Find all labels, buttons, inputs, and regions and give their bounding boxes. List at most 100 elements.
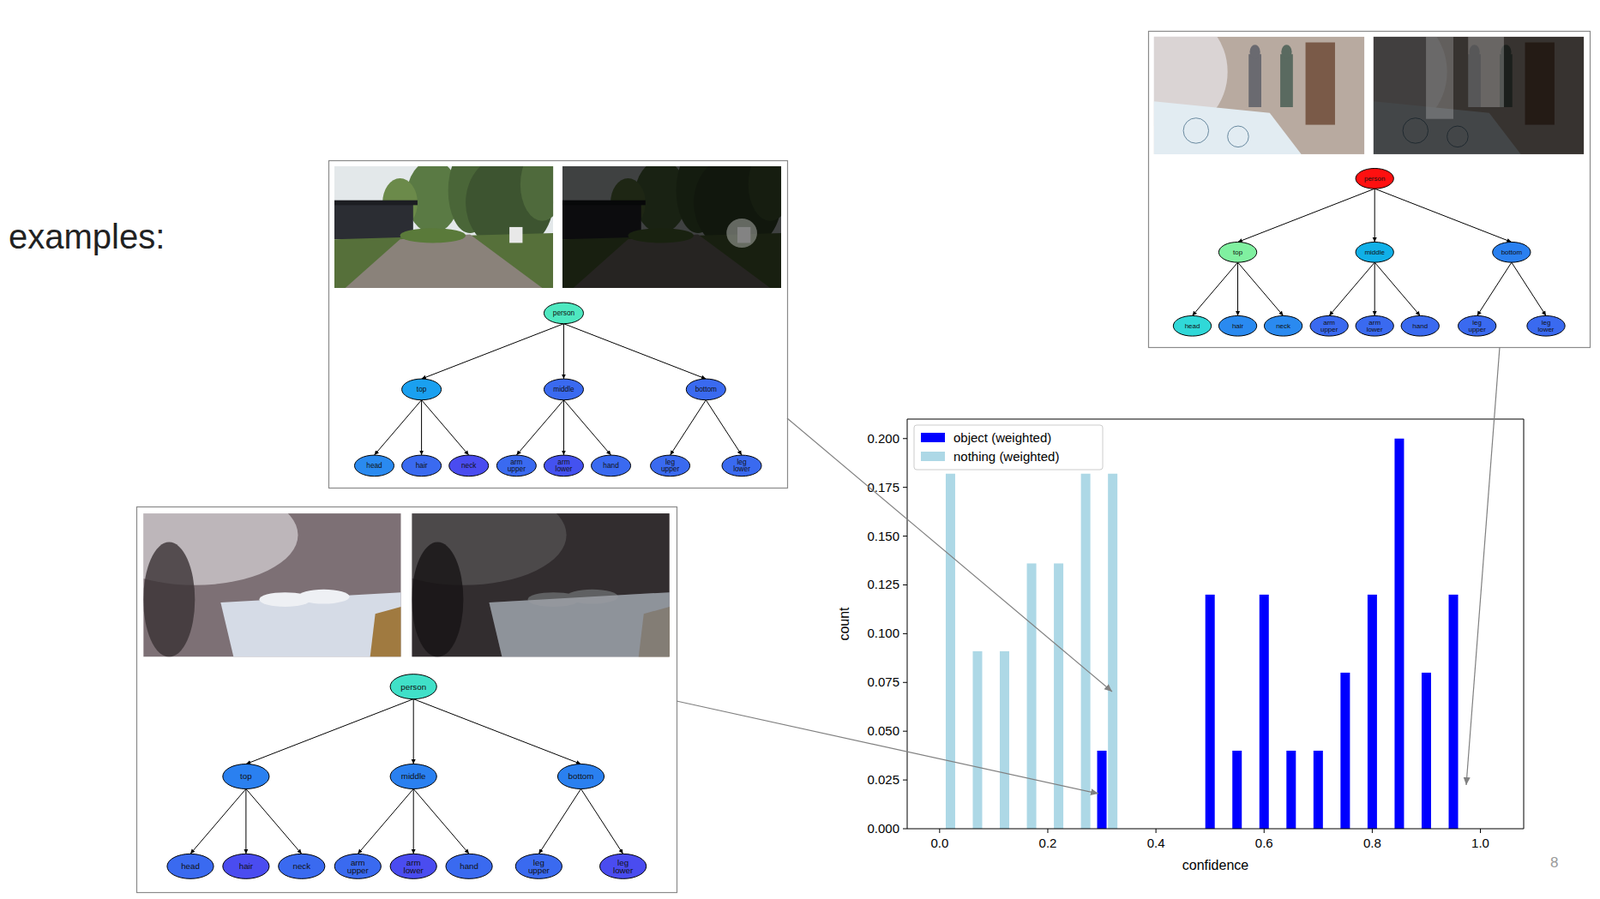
tree-edge bbox=[1192, 262, 1239, 316]
bar bbox=[1232, 751, 1242, 830]
tree-edge bbox=[413, 788, 470, 855]
photo-region bbox=[1183, 118, 1209, 144]
photo-region bbox=[1281, 44, 1292, 59]
tree-edge bbox=[563, 400, 611, 456]
tree-edge bbox=[563, 324, 706, 379]
bar bbox=[1081, 474, 1091, 830]
photo-region bbox=[509, 227, 523, 243]
tree-node bbox=[591, 455, 632, 477]
tree-node-label-line: hand bbox=[1412, 322, 1428, 331]
tree-node bbox=[1172, 315, 1211, 337]
photo-region bbox=[1249, 44, 1260, 59]
tree-node bbox=[1492, 241, 1531, 263]
tree-node-label-line: lower bbox=[1537, 325, 1554, 334]
tree-edge bbox=[246, 699, 414, 765]
panel-frame bbox=[329, 161, 788, 489]
tree-node-label-line: top bbox=[416, 384, 428, 394]
y-tick bbox=[902, 682, 908, 684]
x-tick bbox=[1371, 829, 1373, 834]
tree-node bbox=[1355, 315, 1394, 337]
tree-node-label: person bbox=[400, 682, 427, 692]
tree-node-label: legupper bbox=[1467, 318, 1486, 334]
tree-node bbox=[167, 854, 214, 879]
tree-node-label: hair bbox=[239, 861, 254, 872]
tree-edge bbox=[705, 400, 742, 456]
tree-node-label: bottom bbox=[1501, 248, 1523, 257]
tree-node-label: hair bbox=[1232, 322, 1245, 331]
y-tick bbox=[902, 584, 908, 586]
tree-node bbox=[445, 854, 493, 879]
y-tick-label: 0.075 bbox=[866, 674, 900, 690]
photo-region bbox=[411, 513, 670, 657]
tree-edge bbox=[563, 400, 565, 456]
tree-edge bbox=[413, 699, 415, 765]
tree-node-label: hand bbox=[459, 861, 479, 872]
tree-edge bbox=[1238, 188, 1376, 242]
axis-line bbox=[907, 419, 909, 830]
tree-node-label: armlower bbox=[555, 457, 573, 474]
photo-region bbox=[1227, 126, 1250, 148]
chart: 0.00.20.40.60.81.00.0000.0250.0500.0750.… bbox=[836, 419, 1524, 873]
tree-node-label: middle bbox=[553, 384, 575, 394]
y-tick bbox=[902, 438, 908, 440]
tree-node-label: armupper bbox=[1320, 318, 1339, 334]
tree-edge bbox=[421, 400, 470, 456]
tree-node-label: armlower bbox=[1366, 318, 1384, 334]
tree-node-label: bottom bbox=[568, 771, 595, 782]
photo-region bbox=[1248, 54, 1262, 108]
tree-node bbox=[390, 854, 437, 879]
legend-box bbox=[914, 425, 1103, 470]
photo-region bbox=[1425, 36, 1454, 120]
slide-heading: examples: bbox=[8, 217, 165, 256]
tree-node bbox=[449, 455, 489, 477]
tree-node bbox=[496, 455, 536, 477]
x-axis-label: confidence bbox=[1182, 858, 1249, 873]
legend-swatch bbox=[920, 451, 945, 462]
tree-node-label: armlower bbox=[403, 858, 425, 876]
tree-node-label-line: hand bbox=[459, 861, 479, 872]
tree-node bbox=[1355, 168, 1394, 189]
tree-node-label-line: head bbox=[366, 461, 383, 470]
y-tick bbox=[902, 829, 908, 831]
tree-node-label-line: upper bbox=[1467, 325, 1486, 334]
bar bbox=[1449, 595, 1459, 830]
tree-node-label: person bbox=[553, 308, 576, 318]
x-tick-label: 0.0 bbox=[930, 836, 949, 851]
y-tick-label: 0.200 bbox=[866, 431, 900, 446]
tree-node-label-line: lower bbox=[403, 866, 425, 876]
bar bbox=[1053, 563, 1064, 830]
tree-node bbox=[543, 455, 584, 477]
bar bbox=[945, 474, 956, 830]
photo-region bbox=[488, 592, 669, 657]
tree-node bbox=[515, 854, 562, 879]
tree-node-label: legupper bbox=[528, 858, 551, 876]
bar bbox=[1340, 673, 1350, 830]
tree-node-label: middle bbox=[401, 771, 427, 782]
connector-arrow bbox=[787, 418, 1113, 692]
x-tick-label: 0.2 bbox=[1039, 836, 1058, 851]
slide-background bbox=[0, 0, 1600, 899]
example-panel: headhairnecktoparmupperarmlowerhandmiddl… bbox=[91, 485, 677, 894]
tree-node bbox=[354, 455, 394, 477]
tree-node-label: leglower bbox=[1537, 318, 1554, 334]
tree-node-label: middle bbox=[1364, 248, 1385, 257]
photo-region bbox=[297, 589, 349, 605]
page-number: 8 bbox=[1550, 854, 1558, 872]
tree-edge bbox=[413, 788, 415, 855]
tree-node-label-line: person bbox=[553, 308, 576, 318]
tree-node-label-line: top bbox=[240, 771, 253, 782]
tree-node bbox=[1218, 315, 1257, 337]
bar bbox=[1367, 595, 1378, 830]
example-panel: headhairnecktoparmupperarmlowerhandmiddl… bbox=[1122, 12, 1591, 348]
photo bbox=[143, 513, 402, 657]
tree-node-label: head bbox=[1184, 322, 1201, 331]
tree-node-label: leglower bbox=[733, 457, 751, 474]
x-tick-label: 0.4 bbox=[1147, 836, 1166, 851]
connector-arrow bbox=[1466, 347, 1500, 786]
y-tick-label: 0.125 bbox=[866, 577, 900, 592]
legend-label: nothing (weighted) bbox=[953, 449, 1059, 464]
tree-node-label: hair bbox=[415, 461, 428, 470]
tree-node bbox=[222, 764, 270, 790]
tree-edge bbox=[190, 788, 247, 855]
tree-edge bbox=[670, 400, 707, 456]
